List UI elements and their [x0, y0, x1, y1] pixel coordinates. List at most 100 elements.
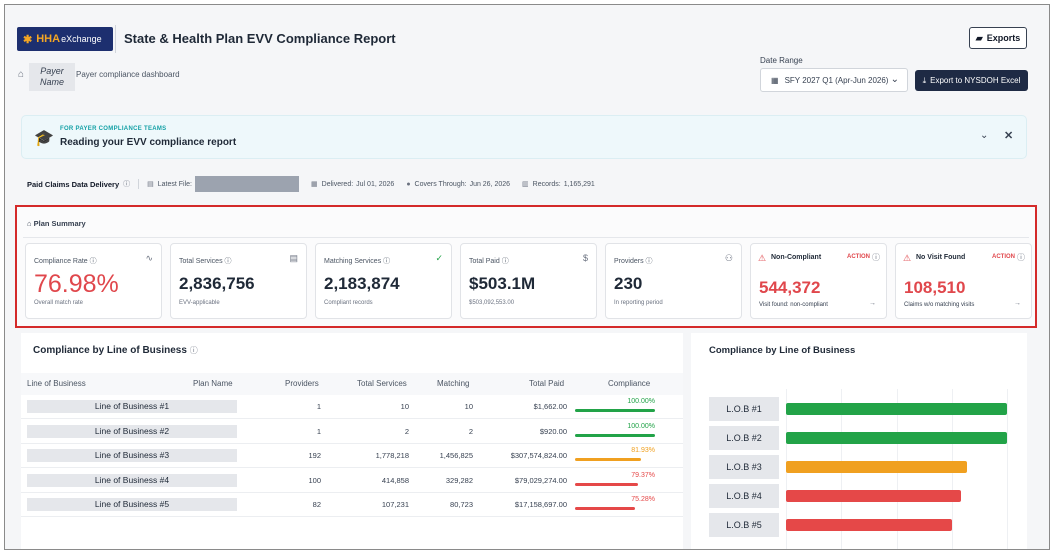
divider [23, 237, 1029, 238]
page-title: State & Health Plan EVV Compliance Repor… [124, 31, 396, 46]
compliance-bar [575, 458, 641, 461]
compliance-cell: 79.37% [631, 471, 655, 479]
paid-cell: $1,662.00 [533, 402, 567, 411]
help-icon[interactable]: ⓘ [123, 181, 131, 188]
latest-file-label: Latest File: [157, 180, 193, 188]
banner-title: Reading your EVV compliance report [60, 137, 237, 148]
date-range-select[interactable]: ▦ SFY 2027 Q1 (Apr-Jun 2026) ⌄ [760, 68, 908, 92]
card-sub: EVV-applicable [179, 300, 220, 306]
lob-cell: Line of Business #4 [27, 473, 237, 487]
delivered-value: Jul 01, 2026 [356, 180, 395, 188]
card-sub: $503,092,553.00 [469, 300, 515, 306]
calendar-icon: ▦ [771, 75, 779, 85]
export-excel-button[interactable]: ⤓ Export to NYSDOH Excel [915, 70, 1028, 91]
column-header[interactable]: Total Paid [529, 379, 565, 388]
divider [115, 25, 116, 53]
category-label: L.O.B #2 [709, 426, 779, 450]
card-label: Providers ⓘ [614, 258, 653, 265]
bar[interactable] [786, 432, 1007, 444]
providers-card[interactable]: Providers ⓘ ⚇ 230 In reporting period [605, 243, 742, 319]
column-header[interactable]: Plan Name [193, 379, 233, 388]
gridline [1007, 389, 1008, 549]
card-sub: In reporting period [614, 300, 663, 306]
help-icon[interactable]: ⓘ [1017, 253, 1025, 262]
column-header[interactable]: Total Services [357, 379, 407, 388]
plan-summary: ⌂ Plan Summary Compliance Rate ⓘ ∿ 76.98… [15, 205, 1037, 328]
folder-icon: ▰ [975, 32, 983, 43]
providers-cell: 100 [308, 475, 321, 485]
total-services-card[interactable]: Total Services ⓘ ▤ 2,836,756 EVV-applica… [170, 243, 307, 319]
app-window: ✱ HHA eXchange State & Health Plan EVV C… [4, 4, 1050, 550]
card-label: Total Paid ⓘ [469, 258, 509, 265]
matching-cell: 10 [464, 402, 473, 411]
help-icon[interactable]: ⓘ [872, 253, 880, 262]
delivered-label: Delivered: [321, 180, 354, 188]
column-header[interactable]: Providers [285, 379, 319, 388]
check-circle-icon: ● [406, 180, 411, 188]
category-label: L.O.B #5 [709, 513, 779, 537]
paid-cell: $920.00 [539, 426, 567, 436]
action-badge: ACTION [992, 254, 1015, 260]
column-header[interactable]: Compliance [608, 379, 651, 388]
card-value: 230 [614, 274, 643, 293]
table-row[interactable]: Line of Business #2 1 2 2 $920.00 100.00% [21, 420, 683, 444]
arrow-right-icon[interactable]: → [1014, 300, 1021, 307]
file-icon: ▤ [147, 181, 154, 188]
home-icon[interactable]: ⌂ [18, 69, 25, 80]
services-cell: 1,778,218 [375, 451, 409, 460]
plan-summary-label: Plan Summary [33, 219, 86, 228]
column-header[interactable]: Matching [437, 379, 470, 388]
providers-cell: 82 [312, 500, 321, 509]
compliance-cell: 75.28% [631, 496, 655, 503]
card-label: No Visit Found [916, 254, 966, 261]
lob-cell: Line of Business #1 [27, 400, 237, 413]
document-icon: ▥ [522, 181, 529, 188]
table-header: Line of Business Plan Name Providers Tot… [21, 373, 683, 395]
no-visit-found-card[interactable]: ⚠ No Visit Found ACTION ⓘ 108,510 Claims… [895, 243, 1032, 319]
matching-cell: 329,282 [445, 475, 473, 485]
matching-services-card[interactable]: Matching Services ⓘ ✓ 2,183,874 Complian… [315, 243, 452, 319]
dollar-icon: $ [582, 253, 588, 263]
users-icon: ⚇ [724, 253, 733, 263]
non-compliant-card[interactable]: ⚠ Non-Compliant ACTION ⓘ 544,372 Visit f… [750, 243, 887, 319]
close-icon[interactable]: ✕ [1004, 130, 1014, 142]
category-label: L.O.B #4 [709, 484, 779, 508]
paid-cell: $307,574,824.00 [510, 451, 567, 460]
bar[interactable] [786, 490, 962, 502]
chevron-down-icon[interactable]: ⌄ [980, 130, 989, 141]
providers-cell: 1 [316, 402, 321, 411]
person-icon: ✱ [23, 33, 33, 46]
arrow-right-icon[interactable]: → [869, 300, 876, 307]
download-icon: ⤓ [922, 75, 927, 85]
compliance-rate-card[interactable]: Compliance Rate ⓘ ∿ 76.98% Overall match… [25, 243, 162, 319]
table-row[interactable]: Line of Business #5 82 107,231 80,723 $17,15… [21, 493, 683, 517]
date-range-label: Date Range [760, 56, 803, 65]
providers-cell: 192 [308, 451, 321, 460]
logo-primary: HHA [36, 33, 61, 45]
info-banner: 🎓 FOR PAYER COMPLIANCE TEAMS Reading you… [21, 115, 1027, 159]
chart-title: Compliance by Line of Business [709, 345, 856, 356]
warning-icon: ⚠ [903, 253, 912, 263]
card-sub: Compliant records [324, 300, 373, 306]
card-label: Non-Compliant [771, 254, 822, 261]
lob-cell: Line of Business #5 [27, 498, 237, 511]
column-header[interactable]: Line of Business [27, 379, 86, 388]
table-row[interactable]: Line of Business #4 100 414,858 329,282 $79,… [21, 469, 683, 493]
records-value: 1,165,291 [563, 180, 595, 188]
paid-cell: $79,029,274.00 [514, 475, 567, 485]
compliance-cell: 100.00% [627, 398, 655, 405]
graduation-cap-icon: 🎓 [34, 130, 54, 147]
covers-value: Jun 26, 2026 [469, 180, 511, 188]
table-row[interactable]: Line of Business #1 1 10 10 $1,662.00 100.00% [21, 395, 683, 419]
bar[interactable] [786, 403, 1007, 415]
exports-button[interactable]: ▰ Exports [969, 27, 1027, 49]
compliance-bar [575, 433, 655, 437]
payer-name-badge[interactable]: Payer Name [29, 63, 75, 91]
exports-label: Exports [986, 33, 1021, 43]
bar[interactable] [786, 461, 968, 473]
compliance-bar [575, 482, 639, 486]
total-paid-card[interactable]: Total Paid ⓘ $ $503.1M $503,092,553.00 [460, 243, 597, 319]
matching-cell: 1,456,825 [439, 451, 473, 460]
bar[interactable] [786, 519, 953, 531]
table-row[interactable]: Line of Business #3 192 1,778,218 1,456,825… [21, 444, 683, 468]
